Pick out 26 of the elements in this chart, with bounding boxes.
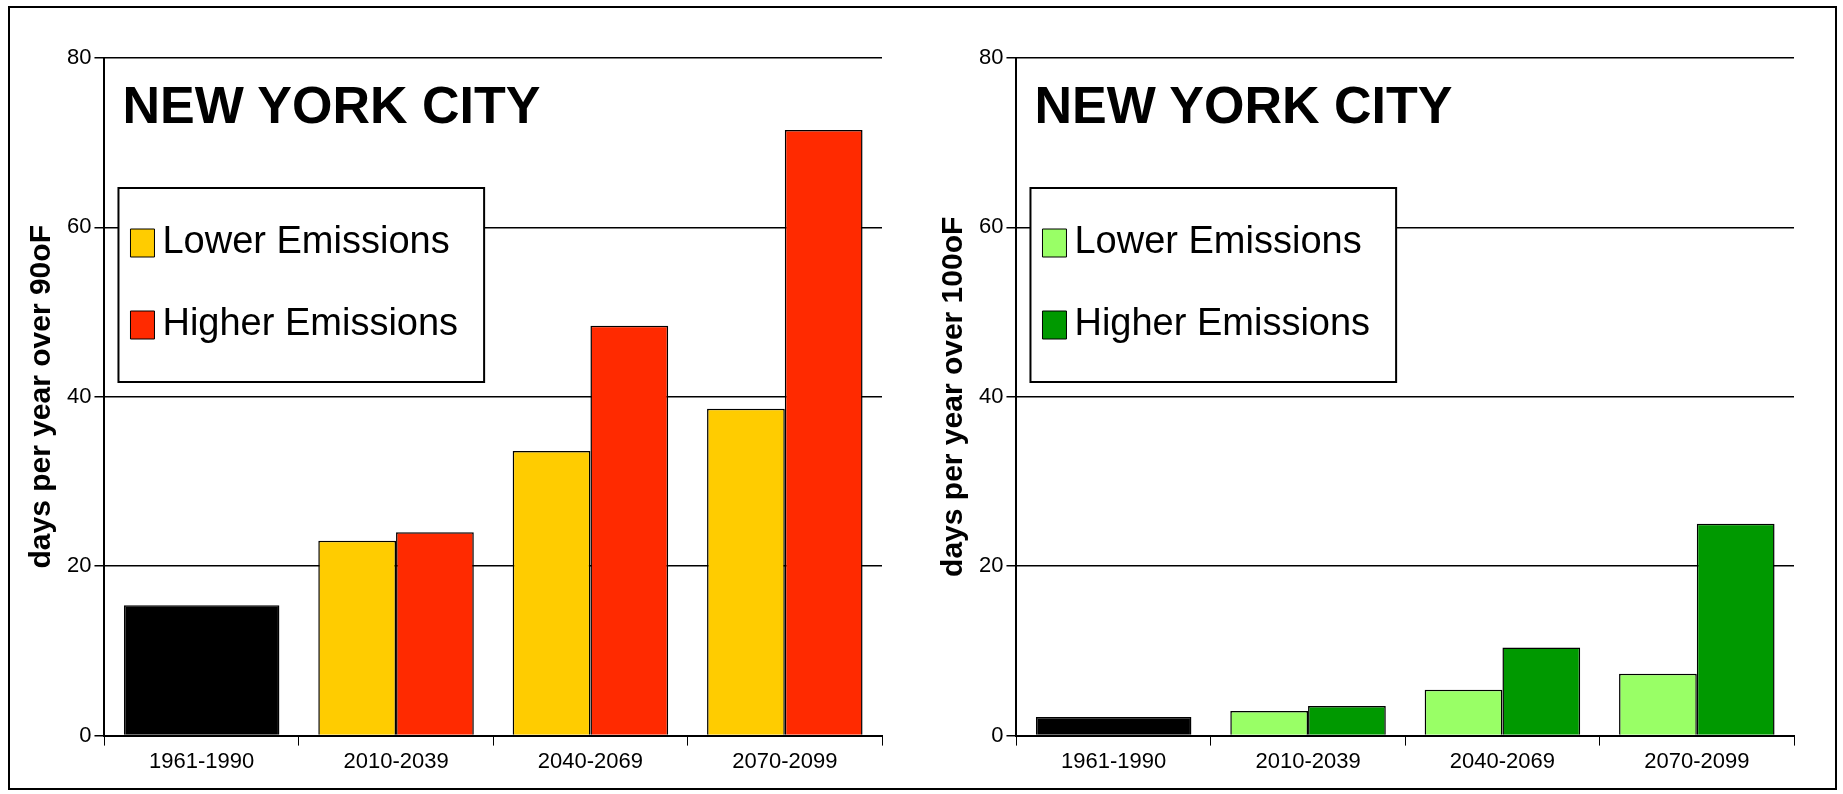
y-tick-label: 60 <box>978 213 1004 239</box>
legend-label: Higher Emissions <box>1074 301 1371 344</box>
legend-label: Lower Emissions <box>162 219 450 262</box>
legend-label: Lower Emissions <box>1074 219 1362 262</box>
y-axis-title: days per year over 100oF <box>935 216 969 577</box>
chart-title: NEW YORK CITY <box>122 76 541 135</box>
x-tick-label: 2070-2099 <box>1644 747 1750 773</box>
x-tick-label: 2010-2039 <box>1255 747 1361 773</box>
x-tick-label: 1961-1990 <box>149 747 255 773</box>
y-tick-label: 80 <box>978 44 1004 70</box>
y-tick-label: 0 <box>79 721 92 747</box>
x-tick-label: 2040-2069 <box>1449 747 1556 773</box>
y-tick-label: 0 <box>991 721 1004 747</box>
y-axis-title: days per year over 90oF <box>23 225 57 569</box>
y-tick-label: 60 <box>66 213 92 239</box>
legend-label: Higher Emissions <box>162 301 459 344</box>
x-tick-label: 2070-2099 <box>732 747 838 773</box>
y-tick-label: 20 <box>978 552 1004 578</box>
x-tick-label: 2010-2039 <box>343 747 449 773</box>
y-tick-label: 40 <box>978 382 1004 408</box>
y-tick-label: 80 <box>66 44 92 70</box>
y-tick-label: 40 <box>66 382 92 408</box>
x-tick-label: 2040-2069 <box>537 747 644 773</box>
x-tick-label: 1961-1990 <box>1061 747 1167 773</box>
chart-title: NEW YORK CITY <box>1034 76 1453 135</box>
y-tick-label: 20 <box>66 552 92 578</box>
